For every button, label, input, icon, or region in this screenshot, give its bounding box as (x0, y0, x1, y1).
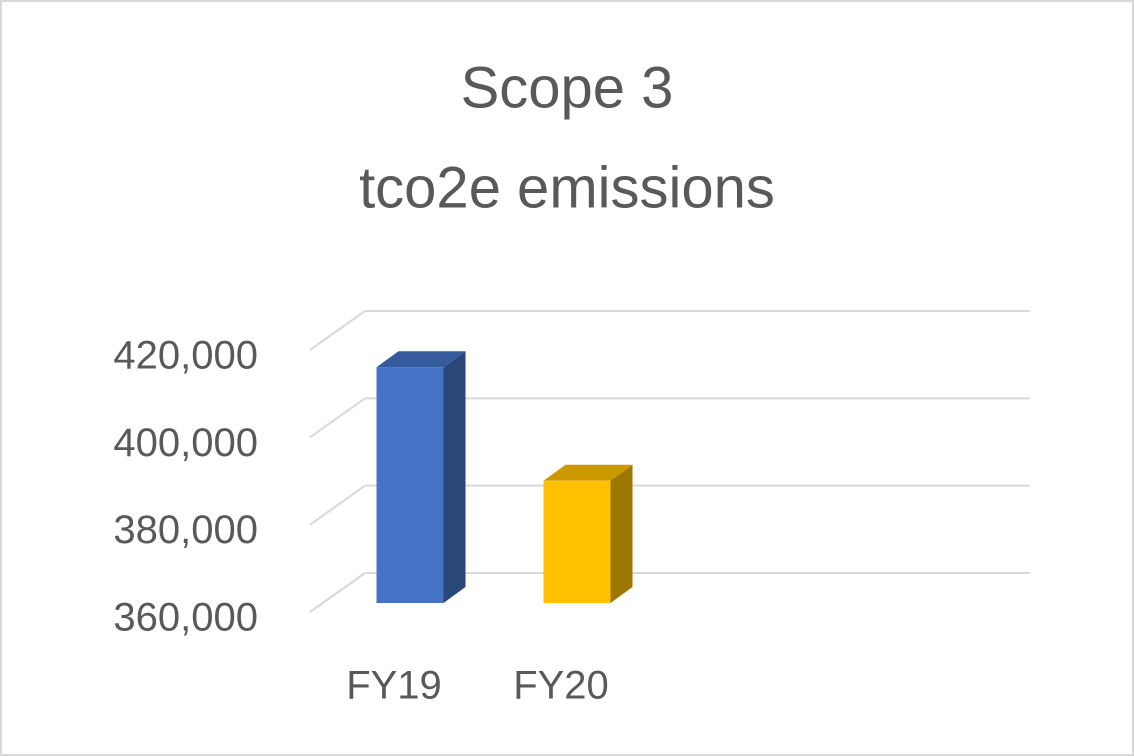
grid-line (309, 310, 366, 351)
bar-top (376, 351, 466, 368)
bar (376, 367, 444, 603)
grid-line (309, 484, 366, 526)
y-tick-label: 400,000 (113, 421, 258, 465)
y-tick-label: 420,000 (113, 334, 258, 378)
x-tick-label: FY20 (513, 664, 609, 708)
bar (543, 480, 611, 603)
grid-line (309, 397, 366, 439)
y-tick-label: 360,000 (113, 596, 258, 640)
chart-title: tco2e emissions (359, 155, 775, 220)
bar-top (543, 464, 633, 481)
x-tick-label: FY19 (346, 664, 442, 708)
bar-side (610, 464, 633, 603)
chart-title: Scope 3 (461, 55, 674, 120)
grid-line (309, 572, 366, 613)
bar-side (443, 351, 466, 603)
y-tick-label: 380,000 (113, 508, 258, 552)
